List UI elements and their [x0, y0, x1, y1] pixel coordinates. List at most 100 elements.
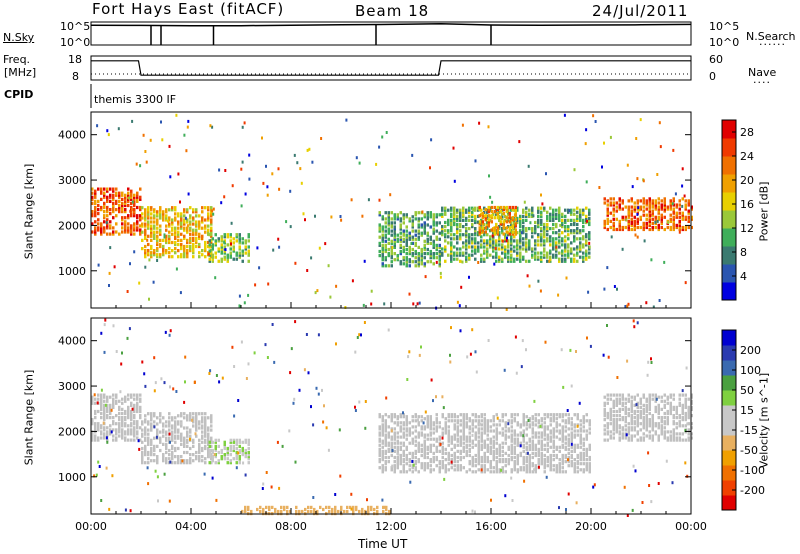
velocity-noise-cell	[406, 378, 409, 381]
power-cell	[513, 227, 516, 231]
power-cell	[174, 247, 177, 251]
power-noise-cell	[681, 167, 684, 171]
velocity-cell	[618, 436, 621, 440]
power-cell	[141, 206, 144, 210]
power-cell	[496, 228, 499, 232]
power-cell	[168, 222, 171, 226]
y-tick-label: 3000	[58, 174, 86, 187]
velocity-cell	[504, 429, 507, 433]
power-cell	[496, 232, 499, 236]
velocity-cell	[186, 459, 189, 463]
power-cell	[552, 216, 555, 220]
power-cell	[561, 251, 564, 255]
velocity-cell	[159, 418, 162, 422]
velocity-noise-cell	[100, 388, 103, 392]
velocity-cell	[402, 460, 405, 464]
power-cell	[459, 251, 462, 255]
velocity-cell	[528, 462, 531, 466]
velocity-noise-cell	[169, 385, 171, 389]
power-cell	[141, 216, 144, 220]
velocity-cell	[390, 419, 393, 423]
velocity-cell	[241, 440, 244, 444]
velocity-cell	[103, 393, 106, 397]
velocity-cell	[492, 439, 495, 443]
power-cell	[192, 238, 195, 242]
velocity-cell	[669, 405, 672, 409]
velocity-cell	[124, 399, 127, 403]
power-cell	[112, 189, 115, 193]
power-cell	[516, 251, 519, 255]
velocity-cell	[453, 419, 456, 423]
velocity-cell	[136, 397, 139, 401]
velocity-cell	[387, 443, 390, 447]
power-cell	[678, 211, 681, 215]
velocity-cell	[642, 395, 645, 399]
power-cell	[672, 225, 675, 230]
power-cell	[642, 201, 645, 205]
velocity-cell	[378, 453, 381, 458]
velocity-noise-cell	[244, 473, 247, 477]
power-cell	[543, 227, 546, 231]
power-cell	[180, 242, 183, 247]
velocity-cell	[370, 507, 373, 512]
velocity-cell	[606, 422, 609, 426]
power-cell	[564, 214, 567, 218]
velocity-cell	[474, 425, 477, 429]
velocity-cell	[393, 441, 396, 445]
power-cell	[214, 241, 217, 245]
power-cell	[195, 210, 198, 214]
velocity-cell	[513, 429, 516, 433]
velocity-cell	[238, 438, 241, 442]
velocity-cell	[576, 417, 579, 421]
velocity-cell	[582, 443, 585, 447]
velocity-cell	[666, 418, 669, 422]
power-cell	[444, 206, 447, 210]
velocity-cell	[543, 427, 546, 431]
velocity-cell	[642, 422, 645, 426]
colorbar-tick-label: 24	[740, 150, 754, 163]
velocity-cell	[346, 509, 349, 514]
velocity-cell	[549, 429, 552, 433]
power-cell	[207, 212, 210, 216]
velocity-cell	[519, 431, 522, 435]
power-cell	[552, 247, 555, 251]
velocity-cell	[630, 414, 633, 418]
power-cell	[504, 214, 507, 218]
velocity-cell	[501, 415, 504, 419]
power-cell	[130, 230, 133, 234]
velocity-cell	[444, 417, 447, 421]
velocity-cell	[573, 466, 576, 470]
power-cell	[660, 203, 663, 207]
velocity-cell	[639, 416, 642, 420]
power-cell	[390, 225, 393, 229]
power-cell	[103, 187, 106, 191]
power-cell	[549, 212, 552, 216]
power-cell	[633, 227, 636, 232]
power-cell	[621, 199, 624, 203]
power-cell	[201, 218, 204, 222]
velocity-cell	[483, 439, 486, 443]
velocity-cell	[462, 441, 465, 445]
power-cell	[183, 222, 186, 226]
power-noise-cell	[430, 138, 433, 142]
velocity-cell	[103, 405, 106, 409]
velocity-noise-cell	[184, 380, 186, 384]
power-cell	[153, 253, 156, 257]
power-cell	[657, 225, 660, 230]
velocity-cell	[564, 441, 567, 445]
power-cell	[501, 208, 504, 212]
power-cell	[159, 208, 162, 212]
velocity-cell	[144, 414, 147, 418]
velocity-cell	[624, 420, 627, 424]
power-cell	[501, 222, 504, 227]
power-cell	[103, 226, 106, 230]
power-cell	[645, 201, 648, 205]
velocity-cell	[636, 401, 639, 405]
power-cell	[508, 214, 511, 218]
velocity-cell	[381, 451, 384, 455]
velocity-cell	[678, 403, 681, 407]
velocity-cell	[522, 455, 525, 460]
power-noise-cell	[416, 302, 419, 306]
velocity-cell	[159, 440, 162, 444]
velocity-cell	[537, 413, 540, 417]
